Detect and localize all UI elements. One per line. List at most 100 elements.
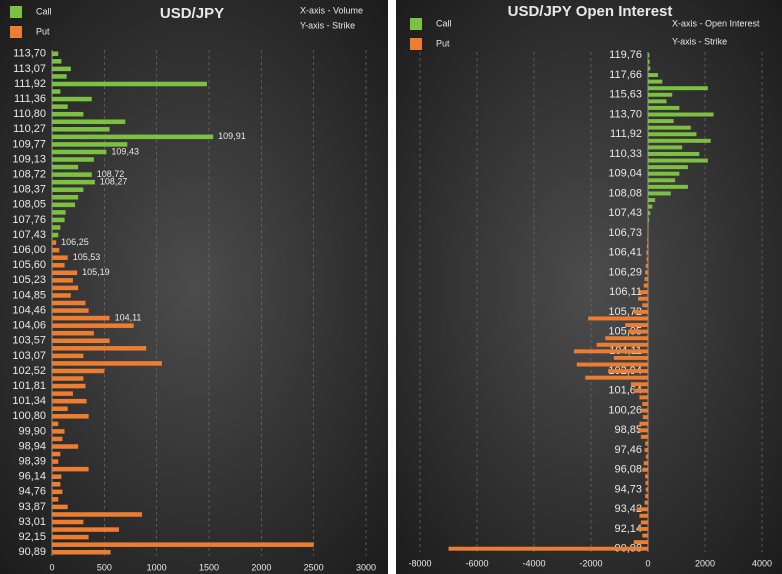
bar — [648, 105, 680, 110]
bar — [52, 74, 67, 79]
bar — [52, 217, 65, 223]
bar — [52, 361, 162, 366]
bar — [576, 362, 648, 367]
y-tick-label: 109,77 — [12, 138, 46, 150]
y-tick-label: 102,52 — [12, 365, 46, 377]
y-tick-label: 98,94 — [18, 440, 46, 452]
legend-label: Put — [436, 38, 450, 48]
bar — [52, 497, 59, 502]
bar — [52, 111, 84, 117]
bar — [648, 178, 676, 183]
axis-note: Y-axis - Strike — [300, 20, 355, 30]
bar — [52, 293, 71, 298]
y-tick-label: 104,06 — [12, 320, 46, 332]
bar — [642, 467, 648, 472]
bar — [645, 474, 648, 479]
bar — [647, 230, 648, 235]
bar-label: 108,72 — [97, 169, 125, 179]
bar-label: 104,11 — [115, 312, 142, 322]
bar — [648, 86, 708, 91]
bar — [52, 225, 61, 230]
axis-note: X-axis - Open Interest — [672, 18, 760, 28]
y-tick-label: 113,70 — [609, 108, 642, 120]
legend-swatch — [410, 38, 422, 50]
y-tick-label: 115,63 — [609, 89, 642, 101]
y-tick-label: 106,29 — [608, 266, 642, 278]
x-tick-label: 3000 — [356, 562, 376, 572]
bar — [52, 262, 65, 268]
y-tick-label: 92,14 — [614, 523, 642, 535]
bar — [645, 270, 648, 275]
bar — [52, 195, 79, 200]
bar — [646, 250, 648, 255]
bar — [588, 316, 648, 321]
bar — [644, 448, 648, 452]
y-tick-label: 109,13 — [12, 153, 46, 165]
bar — [646, 257, 648, 262]
y-tick-label: 111,92 — [14, 78, 46, 90]
bar — [630, 382, 648, 387]
bar — [52, 368, 105, 374]
bar — [640, 408, 648, 413]
bar — [628, 329, 648, 334]
y-tick-label: 104,85 — [12, 289, 46, 301]
bar — [645, 441, 648, 446]
y-tick-label: 103,07 — [12, 350, 46, 362]
y-tick-label: 111,92 — [610, 128, 642, 140]
bar — [648, 112, 714, 117]
bar — [52, 149, 107, 155]
bar — [52, 376, 84, 381]
bar — [639, 421, 648, 426]
y-tick-label: 110,80 — [13, 108, 46, 120]
bar — [639, 513, 648, 518]
bar — [644, 277, 648, 281]
y-tick-label: 103,57 — [12, 335, 46, 347]
y-tick-label: 108,72 — [12, 169, 46, 181]
bar — [648, 119, 674, 124]
bar — [625, 323, 648, 327]
bar — [52, 179, 95, 185]
bar — [648, 59, 650, 64]
bar — [645, 263, 648, 268]
bar — [648, 145, 683, 150]
legend-label: Call — [36, 6, 52, 16]
axis-note: X-axis - Volume — [300, 5, 363, 15]
y-tick-label: 100,80 — [12, 410, 46, 422]
bar — [638, 527, 648, 531]
bar-label: 106,25 — [61, 237, 89, 247]
bar — [52, 270, 78, 276]
y-tick-label: 93,42 — [614, 503, 642, 515]
bar — [648, 125, 691, 130]
bar-label: 105,53 — [73, 252, 101, 262]
bar — [52, 127, 110, 132]
bar — [52, 187, 84, 192]
legend-swatch — [10, 26, 22, 38]
y-tick-label: 108,08 — [608, 187, 642, 199]
bar — [633, 388, 648, 393]
bar — [648, 171, 680, 176]
y-tick-label: 94,73 — [614, 483, 642, 495]
bar — [52, 278, 73, 283]
bar — [648, 138, 711, 143]
bar — [639, 395, 648, 400]
x-tick-label: 1500 — [199, 562, 219, 572]
y-tick-label: 106,11 — [609, 286, 642, 298]
bar — [52, 51, 59, 57]
bar — [52, 172, 92, 177]
bar — [585, 375, 648, 380]
bar — [52, 383, 86, 389]
y-tick-label: 111,36 — [14, 93, 46, 105]
bar — [636, 507, 648, 512]
bar — [648, 152, 700, 156]
x-tick-label: -4000 — [522, 558, 545, 568]
x-tick-label: 0 — [645, 558, 650, 568]
bar — [52, 421, 59, 427]
chart-title: USD/JPY — [160, 5, 224, 22]
bar — [52, 466, 89, 472]
bar — [52, 300, 86, 306]
y-tick-label: 106,73 — [608, 227, 642, 239]
bar — [648, 224, 649, 229]
bar — [639, 290, 648, 295]
bar — [645, 480, 648, 485]
